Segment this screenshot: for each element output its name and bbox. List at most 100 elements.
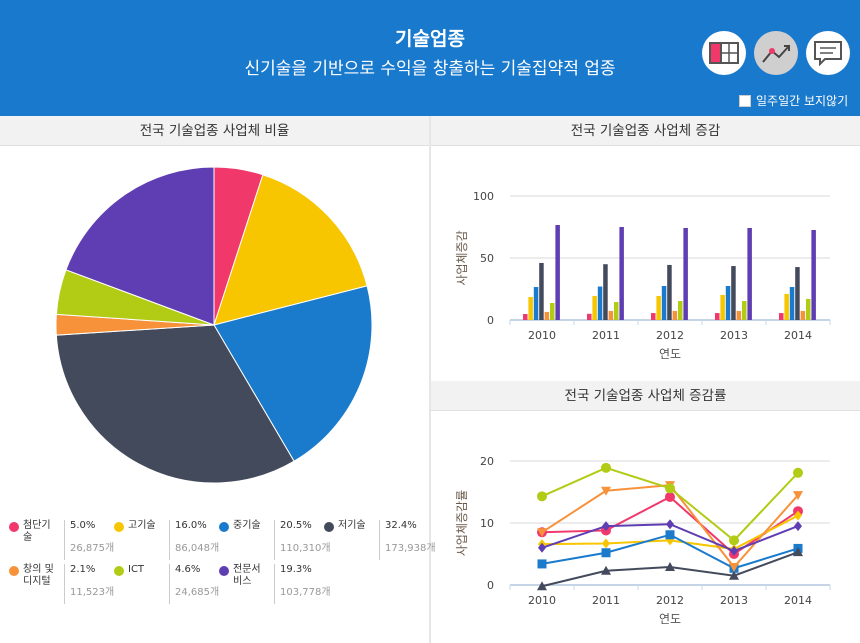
data-point	[666, 535, 674, 546]
legend-dot	[9, 522, 19, 532]
bar	[667, 264, 672, 320]
bar	[720, 294, 725, 320]
data-point	[537, 491, 547, 502]
series-line	[541, 466, 799, 542]
x-tick-label: 2014	[784, 594, 812, 607]
data-point	[537, 528, 547, 538]
pie-slice	[213, 174, 368, 326]
y-tick-label: 10	[480, 517, 494, 530]
line-chart: 0 10 20 2010 2011 2012 2013 2014 연도 사업체증감률	[455, 455, 831, 626]
legend-percent: 19.3%	[280, 564, 312, 575]
pie-slice	[213, 285, 373, 462]
x-tick-label: 2012	[656, 594, 684, 607]
data-point	[665, 491, 675, 502]
chart-view-button[interactable]	[754, 31, 798, 75]
legend-name: 첨단기술	[23, 520, 51, 543]
legend-count: 110,310개	[280, 543, 331, 554]
bar	[715, 313, 720, 320]
x-tick-label: 2013	[720, 329, 748, 342]
legend-name: 창의 및 디지털	[23, 564, 54, 587]
legend-count: 24,685개	[175, 587, 220, 598]
x-tick-label: 2011	[592, 594, 620, 607]
comment-button[interactable]	[806, 31, 850, 75]
x-axis-label: 연도	[659, 347, 681, 361]
data-point	[601, 548, 611, 558]
bar	[528, 297, 533, 320]
bar	[661, 286, 667, 320]
bar	[533, 287, 539, 320]
bar-panel-title: 전국 기술업종 사업체 증감	[431, 116, 860, 146]
bar	[725, 286, 731, 320]
bar	[731, 266, 736, 320]
line-panel-title: 전국 기술업종 사업체 증감률	[431, 381, 860, 411]
bar	[614, 302, 619, 320]
dont-show-week-checkbox[interactable]: 일주일간 보지않기	[739, 92, 848, 109]
bar	[539, 262, 544, 320]
data-point	[601, 462, 611, 473]
y-tick-label: 0	[487, 314, 494, 327]
bar	[587, 313, 592, 320]
bar	[651, 313, 656, 320]
data-point	[793, 467, 803, 478]
legend-name: 저기술	[338, 520, 366, 531]
x-tick-label: 2010	[528, 594, 556, 607]
bar	[678, 301, 683, 320]
data-point	[538, 542, 546, 553]
x-tick-label: 2014	[784, 329, 812, 342]
legend-percent: 2.1%	[70, 564, 96, 575]
bar	[603, 264, 608, 320]
legend-dot	[219, 522, 229, 532]
legend-count: 173,938개	[385, 543, 436, 554]
x-axis-label: 연도	[659, 612, 681, 626]
bar	[747, 227, 752, 320]
y-tick-label: 0	[487, 579, 494, 592]
bar	[784, 293, 789, 320]
legend-name: 중기술	[233, 520, 261, 531]
bar	[806, 298, 811, 320]
y-tick-label: 20	[480, 455, 494, 468]
bar-chart: 0 50 100 2010 2011 2012 2013 2014 연도 사업체증감	[455, 190, 831, 361]
data-point	[601, 565, 611, 575]
data-point	[537, 581, 547, 591]
bar	[523, 314, 528, 320]
legend-count: 86,048개	[175, 543, 220, 554]
data-point	[793, 547, 803, 557]
bar	[789, 287, 795, 320]
legend-percent: 4.6%	[175, 564, 201, 575]
legend-count: 103,778개	[280, 587, 331, 598]
bar	[683, 227, 688, 320]
pie-chart	[55, 166, 373, 484]
data-point	[665, 562, 675, 572]
pie-slice	[55, 324, 295, 484]
data-point	[666, 519, 674, 530]
legend-percent: 5.0%	[70, 520, 96, 531]
data-point	[729, 535, 739, 546]
bar	[597, 286, 603, 320]
x-tick-label: 2010	[528, 329, 556, 342]
y-tick-label: 100	[473, 190, 494, 203]
data-point	[602, 538, 610, 549]
checkbox-label: 일주일간 보지않기	[756, 94, 849, 108]
legend-dot	[114, 522, 124, 532]
legend-dot	[324, 522, 334, 532]
checkbox-box[interactable]	[739, 94, 751, 107]
data-point	[794, 521, 802, 532]
bar	[811, 229, 816, 320]
data-point	[794, 510, 802, 521]
table-view-button[interactable]	[702, 31, 746, 75]
bar	[544, 311, 550, 320]
legend-percent: 16.0%	[175, 520, 207, 531]
legend-dot	[219, 566, 229, 576]
bar	[672, 310, 678, 320]
legend-count: 26,875개	[70, 543, 115, 554]
data-point	[665, 483, 675, 494]
legend-name: 고기술	[128, 520, 156, 531]
panel-divider	[429, 116, 431, 643]
bar	[779, 313, 784, 320]
y-axis-label: 사업체증감률	[455, 490, 469, 556]
data-point	[665, 530, 675, 540]
table-icon	[709, 42, 739, 64]
legend-percent: 32.4%	[385, 520, 417, 531]
bar	[592, 295, 597, 320]
bar	[608, 310, 614, 320]
